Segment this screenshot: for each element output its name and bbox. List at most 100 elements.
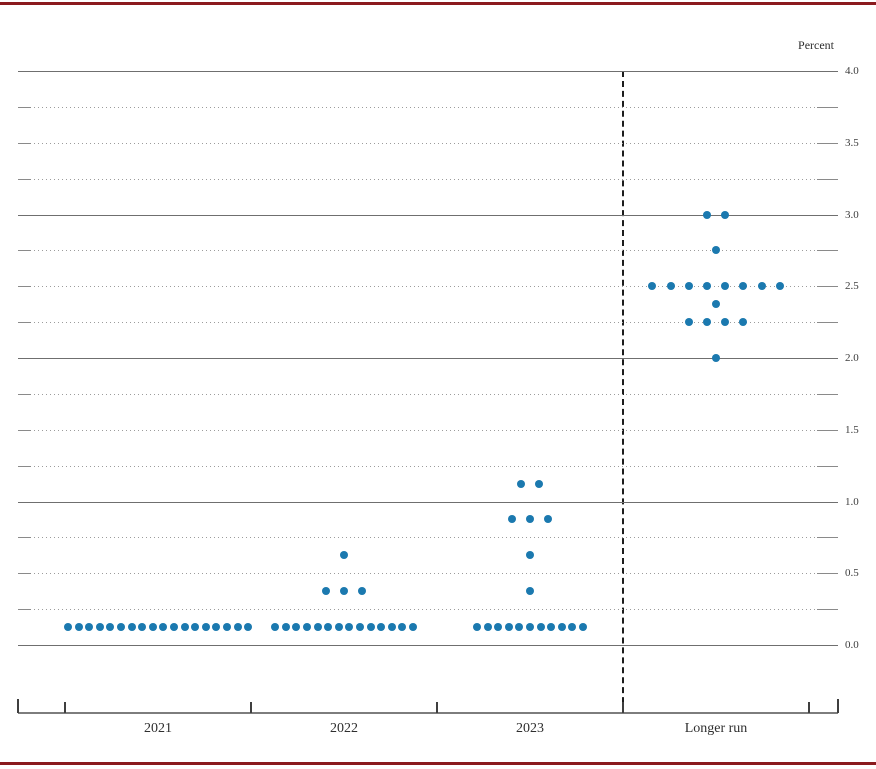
axis-tick <box>436 702 438 713</box>
dot <box>340 551 348 560</box>
dot <box>292 623 301 632</box>
dot <box>515 623 524 632</box>
x-axis-line <box>18 712 838 714</box>
y-tick-label: 1.0 <box>845 495 859 508</box>
gridline <box>18 609 838 611</box>
dot <box>712 300 720 309</box>
y-tick-label: 0.5 <box>845 567 859 580</box>
dot <box>557 623 566 632</box>
dot <box>408 623 417 632</box>
dot <box>666 282 675 291</box>
gridline <box>18 286 838 288</box>
dot <box>324 623 333 632</box>
bottom-accent-rule <box>0 762 876 765</box>
y-tick-label: 4.0 <box>845 65 859 77</box>
y-tick-label: 1.5 <box>845 423 859 436</box>
dot <box>244 623 253 632</box>
dot <box>281 623 290 632</box>
axis-tick <box>837 699 839 713</box>
dot <box>526 551 534 560</box>
dot <box>775 282 784 291</box>
dot <box>526 515 534 524</box>
category-label: Longer run <box>684 721 748 736</box>
y-tick-label: 3.0 <box>845 208 859 221</box>
gridline <box>18 537 838 539</box>
dot <box>387 623 396 632</box>
dot <box>63 623 72 632</box>
dot <box>398 623 407 632</box>
gridline <box>18 142 838 144</box>
y-tick-label: 2.0 <box>845 352 859 364</box>
gridline <box>18 501 838 503</box>
gridline <box>18 393 838 395</box>
dot <box>321 587 330 596</box>
dot <box>684 318 693 327</box>
dot <box>739 318 748 327</box>
dot <box>358 587 367 596</box>
dot <box>516 479 525 488</box>
longer-run-separator-line <box>622 71 624 713</box>
gridline <box>18 214 838 216</box>
dot <box>85 623 94 632</box>
gridline <box>18 645 838 646</box>
dot <box>504 623 513 632</box>
gridline <box>18 429 838 431</box>
dot <box>648 282 657 291</box>
gridline <box>18 465 838 467</box>
dot <box>526 623 534 632</box>
dot <box>721 282 730 291</box>
dot <box>222 623 231 632</box>
gridline <box>18 358 838 359</box>
dot <box>684 282 693 291</box>
dot <box>148 623 157 632</box>
dot <box>377 623 386 632</box>
dot <box>212 623 221 632</box>
dot <box>127 623 136 632</box>
dot <box>334 623 343 632</box>
dot <box>494 623 503 632</box>
y-tick-label: 0.0 <box>845 639 859 651</box>
dot <box>702 282 711 291</box>
dot <box>355 623 364 632</box>
dot <box>169 623 178 632</box>
gridline <box>18 250 838 252</box>
gridline <box>18 322 838 324</box>
dot <box>579 623 587 632</box>
dot <box>180 623 189 632</box>
category-label: 2023 <box>516 721 544 736</box>
dot <box>271 623 280 632</box>
dot <box>302 623 311 632</box>
category-label: 2021 <box>144 721 172 736</box>
dot <box>138 623 147 632</box>
dot <box>526 587 534 596</box>
dot <box>535 479 544 488</box>
dot <box>106 623 115 632</box>
dot <box>757 282 766 291</box>
axis-tick <box>808 702 810 713</box>
dot <box>345 623 354 632</box>
axis-tick <box>64 702 66 713</box>
dot <box>201 623 210 632</box>
gridline <box>18 71 838 72</box>
dot <box>340 587 348 596</box>
axis-tick <box>17 699 19 713</box>
gridline <box>18 573 838 575</box>
dot <box>95 623 104 632</box>
dot <box>702 318 711 327</box>
dot <box>568 623 577 632</box>
dot <box>547 623 556 632</box>
dot <box>536 623 545 632</box>
dot <box>721 210 730 219</box>
dot <box>712 354 720 362</box>
dot <box>721 318 730 327</box>
dot <box>507 515 516 524</box>
y-tick-label: 3.5 <box>845 136 859 149</box>
axis-tick <box>622 702 624 713</box>
dot <box>233 623 242 632</box>
y-axis-unit-label: Percent <box>798 38 834 52</box>
dot <box>159 623 168 632</box>
dot <box>712 246 720 255</box>
dot <box>739 282 748 291</box>
category-label: 2022 <box>330 721 358 736</box>
